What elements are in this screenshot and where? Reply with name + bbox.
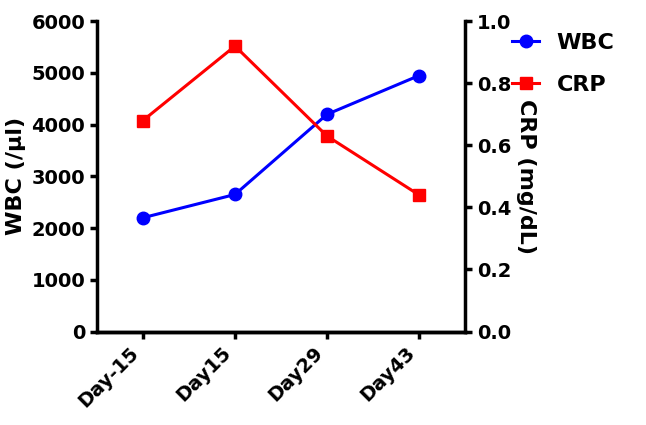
Line: CRP: CRP [137,40,425,201]
WBC [231,192,239,197]
CRP [139,118,147,123]
CRP [231,43,239,48]
WBC [139,215,147,220]
WBC [415,73,423,78]
Legend: WBC, CRP: WBC, CRP [506,26,621,102]
CRP [415,193,423,198]
Y-axis label: WBC (/μl): WBC (/μl) [6,117,26,235]
CRP [323,133,331,139]
Line: WBC: WBC [137,69,425,224]
Y-axis label: CRP (mg/dL): CRP (mg/dL) [516,99,536,254]
WBC [323,112,331,117]
